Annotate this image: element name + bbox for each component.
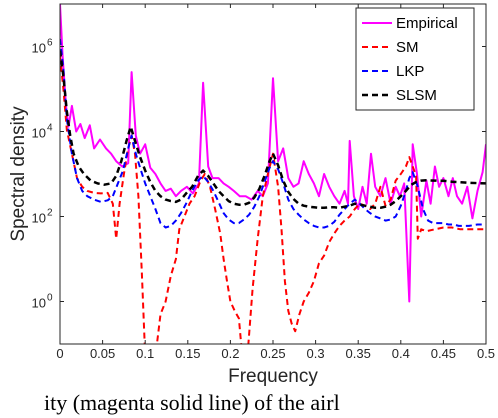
y-tick-exponent: 2 <box>47 208 53 219</box>
caption-fragment: ity (magenta solid line) of the airl <box>44 392 340 415</box>
legend-label-lkp: LKP <box>396 63 424 80</box>
legend-label-sm: SM <box>396 39 419 56</box>
legend-label-empirical: Empirical <box>396 15 458 32</box>
y-tick-label: 10 6 <box>32 38 53 56</box>
y-tick-exponent: 0 <box>47 293 53 304</box>
x-tick-label: 0.35 <box>346 346 371 361</box>
legend-box <box>355 7 475 111</box>
y-axis-label: Spectral density <box>8 106 29 242</box>
series-slsm-line <box>60 50 486 210</box>
y-tick-base: 10 <box>32 296 46 311</box>
y-tick-label: 10 2 <box>32 208 53 226</box>
chart: 0 0.05 0.1 0.15 0.2 0.25 0.3 0.35 0.4 0.45 0.5 10 0… <box>8 3 495 387</box>
y-tick-base: 10 <box>32 211 46 226</box>
x-tick-label: 0.3 <box>307 346 325 361</box>
legend: Empirical SM LKP SLSM <box>355 7 475 111</box>
series-layer <box>60 4 486 344</box>
x-tick-label: 0 <box>56 346 63 361</box>
x-tick-label: 0.45 <box>431 346 456 361</box>
x-tick-label: 0.15 <box>175 346 200 361</box>
x-tick-label: 0.05 <box>90 346 115 361</box>
y-tick-exponent: 4 <box>47 123 53 134</box>
x-tick-label: 0.1 <box>136 346 154 361</box>
y-tick-exponent: 6 <box>47 38 53 49</box>
x-axis-label: Frequency <box>228 366 318 387</box>
series-lkp-line <box>60 38 486 229</box>
y-tick-base: 10 <box>32 126 46 141</box>
legend-label-slsm: SLSM <box>396 87 437 104</box>
x-tick-label: 0.25 <box>260 346 285 361</box>
y-tick-label: 10 0 <box>32 293 53 311</box>
series-sm-line <box>60 55 486 344</box>
series-empirical-line <box>60 4 486 303</box>
x-tick-label: 0.4 <box>392 346 410 361</box>
x-tick-label: 0.2 <box>221 346 239 361</box>
x-tick-label: 0.5 <box>477 346 495 361</box>
y-tick-base: 10 <box>32 41 46 56</box>
y-tick-label: 10 4 <box>32 123 53 141</box>
x-axis: 0 0.05 0.1 0.15 0.2 0.25 0.3 0.35 0.4 0.45 0.5 <box>56 4 495 361</box>
